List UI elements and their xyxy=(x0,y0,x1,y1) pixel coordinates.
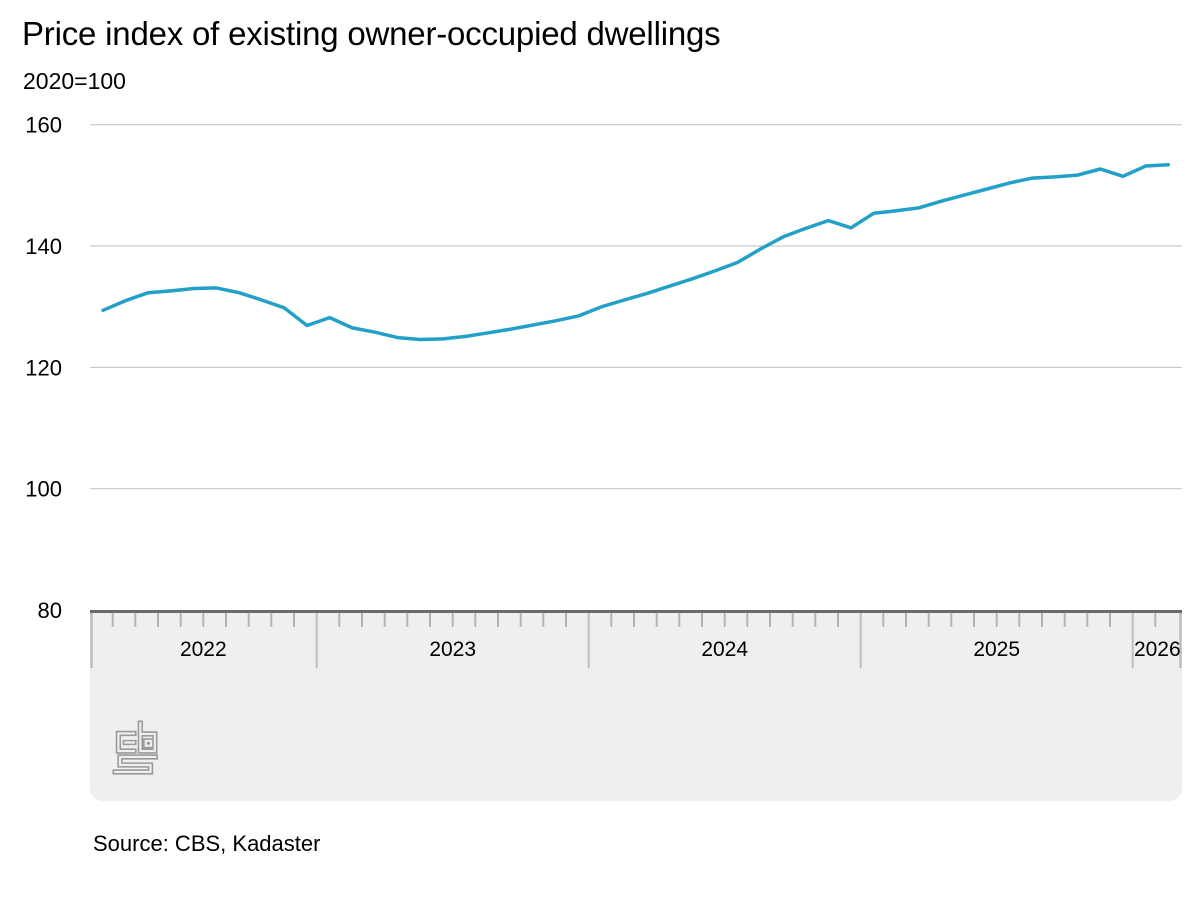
x-year-label-2024: 2024 xyxy=(701,638,748,661)
x-year-label-2026: 2026 xyxy=(1134,638,1181,661)
y-tick-label-80: 80 xyxy=(38,598,62,623)
y-tick-label-140: 140 xyxy=(25,234,62,259)
x-year-label-2025: 2025 xyxy=(973,638,1020,661)
price-index-line xyxy=(101,162,1171,342)
chart-source: Source: CBS, Kadaster xyxy=(93,831,321,856)
cbs-logo xyxy=(112,720,158,775)
y-tick-label-100: 100 xyxy=(25,477,62,502)
y-tick-label-120: 120 xyxy=(25,355,62,380)
x-year-label-2023: 2023 xyxy=(429,638,476,661)
cbs-logo-letters xyxy=(112,720,158,775)
chart-subtitle: 2020=100 xyxy=(23,68,126,94)
chart-title: Price index of existing owner-occupied d… xyxy=(22,15,721,52)
x-axis-band xyxy=(90,610,1182,801)
x-year-label-2022: 2022 xyxy=(180,638,227,661)
y-tick-label-160: 160 xyxy=(25,113,62,138)
cbs-logo-counter xyxy=(114,722,157,774)
